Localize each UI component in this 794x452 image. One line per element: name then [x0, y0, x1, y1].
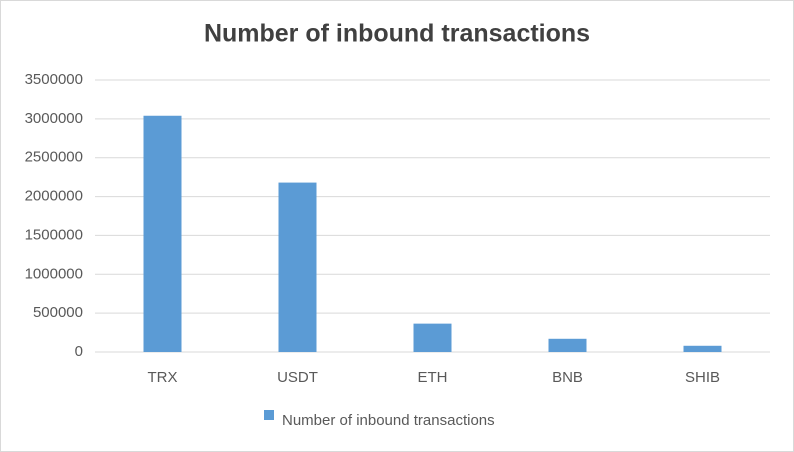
x-tick-label: SHIB [685, 369, 720, 386]
x-tick-label: BNB [552, 369, 583, 386]
y-tick-label: 1000000 [25, 265, 83, 282]
y-tick-label: 1500000 [25, 226, 83, 243]
y-tick-label: 0 [75, 343, 83, 360]
bar [548, 338, 587, 352]
bar [683, 345, 722, 352]
legend-label: Number of inbound transactions [282, 412, 495, 429]
bar [278, 182, 317, 352]
y-tick-label: 2500000 [25, 149, 83, 166]
x-tick-label: ETH [418, 369, 448, 386]
bar [143, 115, 182, 353]
y-tick-label: 2000000 [25, 188, 83, 205]
chart-title: Number of inbound transactions [204, 20, 590, 48]
y-tick-label: 3500000 [25, 71, 83, 88]
y-tick-label: 500000 [33, 304, 83, 321]
x-tick-label: USDT [277, 369, 318, 386]
bar [413, 323, 452, 352]
y-tick-label: 3000000 [25, 110, 83, 127]
legend-swatch [264, 410, 274, 420]
x-tick-label: TRX [148, 369, 178, 386]
